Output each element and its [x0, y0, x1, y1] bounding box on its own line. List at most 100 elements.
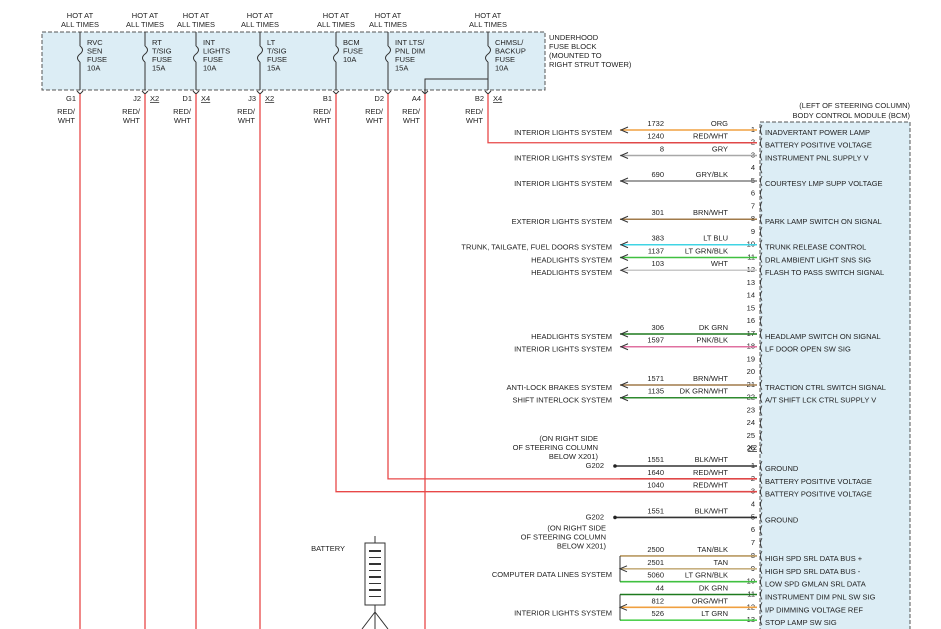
wire-color-label: WHT — [466, 116, 483, 125]
fuse-name: 15A — [152, 63, 165, 72]
connector-symbol — [384, 90, 392, 95]
bcm-label: (LEFT OF STEERING COLUMN) — [799, 101, 910, 110]
arrow — [619, 215, 629, 223]
circuit-number: 690 — [651, 170, 664, 179]
circuit-number: 1597 — [647, 336, 664, 345]
hot-label: HOT AT — [132, 11, 159, 20]
circuit-number: 44 — [656, 583, 664, 592]
fuse-name: CHMSL/ — [495, 38, 524, 47]
pin-function: STOP LAMP SW SIG — [765, 618, 837, 627]
pin-number: 15 — [747, 303, 755, 312]
fuse-name: RT — [152, 38, 162, 47]
pin-number: 7 — [751, 201, 755, 210]
fuse-name: 10A — [343, 55, 356, 64]
wire-color: TAN — [714, 558, 728, 567]
arrow — [619, 152, 629, 159]
connector-name: X2 — [748, 443, 757, 452]
arrow — [619, 177, 629, 185]
pin-bracket — [760, 214, 763, 225]
pin-bracket — [760, 290, 763, 301]
fuse-name: BCM — [343, 38, 360, 47]
arrow — [618, 603, 628, 611]
wire-color-label: RED/ — [57, 107, 76, 116]
pin-bracket — [760, 137, 763, 148]
fuse-symbol — [77, 45, 83, 63]
arrow — [619, 330, 629, 338]
pin-bracket — [760, 341, 763, 352]
pin-function: BATTERY POSITIVE VOLTAGE — [765, 490, 872, 499]
connector-pin: B2 — [475, 94, 484, 103]
pin-bracket — [760, 277, 763, 289]
pin-function: HIGH SPD SRL DATA BUS + — [765, 554, 863, 563]
pin-number: 19 — [747, 354, 755, 363]
system-label: ANTI-LOCK BRAKES SYSTEM — [507, 383, 612, 392]
system-label: INTERIOR LIGHTS SYSTEM — [514, 153, 612, 162]
battery-symbol — [364, 542, 386, 606]
system-label: HEADLIGHTS SYSTEM — [531, 332, 612, 341]
arrow — [619, 254, 629, 261]
fuse-name: FUSE — [495, 55, 515, 64]
wire-color-label: RED/ — [313, 107, 332, 116]
system-label: SHIFT INTERLOCK SYSTEM — [513, 396, 612, 405]
connector-pin: A4 — [412, 94, 421, 103]
pin-bracket — [760, 124, 763, 136]
wire-color-label: RED/ — [122, 107, 141, 116]
pin-bracket — [760, 443, 763, 454]
wire-color: RED/WHT — [693, 468, 728, 477]
fuse-name: 10A — [87, 63, 100, 72]
pin-bracket — [760, 576, 763, 587]
wire-color: RED/WHT — [693, 481, 728, 490]
pin-number: 20 — [747, 367, 755, 376]
system-label: INTERIOR LIGHTS SYSTEM — [514, 345, 612, 354]
hot-label: ALL TIMES — [61, 20, 99, 29]
wire-color: BRN/WHT — [693, 208, 728, 217]
wire-color-label: RED/ — [402, 107, 421, 116]
system-label: INTERIOR LIGHTS SYSTEM — [514, 128, 612, 137]
wire-color: DK GRN — [699, 323, 728, 332]
pin-bracket — [760, 525, 763, 536]
circuit-number: 1551 — [647, 506, 664, 515]
arrow — [619, 381, 629, 389]
pin-function: INSTRUMENT DIM PNL SW SIG — [765, 592, 876, 601]
pin-function: DRL AMBIENT LIGHT SNS SIG — [765, 255, 871, 264]
circuit-number: 103 — [651, 259, 664, 268]
circuit-number: 5060 — [647, 571, 664, 580]
wire-color-label: RED/ — [365, 107, 384, 116]
wire-color: ORG — [711, 119, 728, 128]
pin-number: 4 — [751, 500, 755, 509]
wire-color-label: WHT — [366, 116, 383, 125]
arrow — [618, 565, 628, 573]
fuse-name: FUSE — [395, 55, 415, 64]
fuse-symbol — [333, 45, 339, 63]
fuse-name: FUSE — [87, 55, 107, 64]
connector-pin: J2 — [133, 94, 141, 103]
fuse-name: RVC — [87, 38, 103, 47]
circuit-number: 812 — [651, 596, 664, 605]
circuit-number: 8 — [660, 144, 664, 153]
fuse-name: 10A — [495, 63, 508, 72]
circuit-number: 2501 — [647, 558, 664, 567]
pin-bracket — [760, 265, 763, 276]
wire-color: GRY — [712, 144, 728, 153]
connector-name: X4 — [201, 94, 210, 103]
connector-name: X4 — [493, 94, 502, 103]
arrow — [619, 343, 629, 351]
pin-number: 25 — [747, 431, 755, 440]
circuit-number: 1640 — [647, 468, 664, 477]
hot-label: HOT AT — [247, 11, 274, 20]
pin-bracket — [760, 512, 763, 523]
circuit-number: 1135 — [648, 387, 664, 396]
pin-function: HEADLAMP SWITCH ON SIGNAL — [765, 332, 881, 341]
connector-pin: B1 — [323, 94, 332, 103]
circuit-number: 383 — [651, 234, 664, 243]
circuit-number: 1571 — [647, 374, 664, 383]
system-label: HEADLIGHTS SYSTEM — [531, 255, 612, 264]
pin-bracket — [760, 499, 763, 510]
wire-color: LT GRN — [701, 609, 728, 618]
pin-number: 6 — [751, 189, 755, 198]
connector-symbol — [256, 90, 264, 95]
pin-function: COURTESY LMP SUPP VOLTAGE — [765, 179, 883, 188]
pin-bracket — [760, 614, 763, 626]
battery-label: BATTERY — [311, 544, 345, 553]
fuse-symbol — [485, 45, 491, 63]
